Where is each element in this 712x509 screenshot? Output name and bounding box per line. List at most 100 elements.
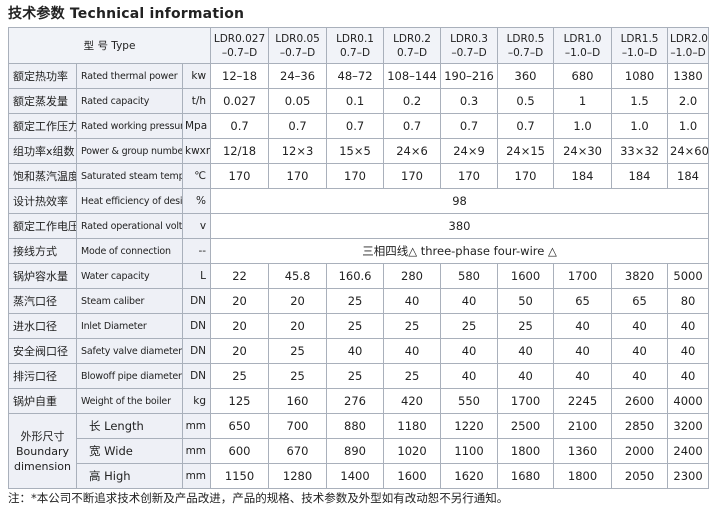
- spec-row: 接线方式 Mode of connection -- 三相四线△ three-phas…: [8, 238, 710, 264]
- label-en: Saturated steam temperature: [76, 163, 183, 189]
- value-cell: 24×15: [497, 138, 555, 164]
- value-cell: 25: [326, 313, 385, 339]
- value-cell: 25: [326, 363, 385, 389]
- value-cell: 1.5: [611, 88, 669, 114]
- unit: kwxn: [181, 138, 212, 164]
- label-en: Blowoff pipe diameter: [76, 363, 183, 389]
- value-cell: 2050: [611, 463, 669, 489]
- model-name: LDR1.0 –1.0–D: [553, 27, 613, 64]
- dimension-row: 高 High mm 1150 1280 1400 1600 1620 1680 1800 2050…: [9, 463, 710, 489]
- model-name: LDR0.05 –0.7–D: [268, 27, 328, 64]
- value-cell: 184: [553, 163, 613, 189]
- label-cn: 排污口径: [8, 363, 77, 389]
- value-cell: 1.0: [611, 113, 669, 139]
- label-en: Mode of connection: [76, 238, 183, 264]
- value-cell: 40: [553, 363, 613, 389]
- unit: DN: [181, 288, 212, 314]
- value-cell: 40: [440, 288, 499, 314]
- label-cn: 进水口径: [8, 313, 77, 339]
- value-cell: 25: [268, 363, 328, 389]
- value-cell: 1400: [326, 463, 385, 489]
- value-cell: 1280: [268, 463, 328, 489]
- label-en: Power & group number: [76, 138, 183, 164]
- value-cell: 170: [497, 163, 555, 189]
- header-row: 型 号 Type LDR0.027 –0.7–D LDR0.05 –0.7–D LDR…: [7, 27, 710, 64]
- value-cell: 24–36: [268, 63, 328, 89]
- value-cell: 15×5: [326, 138, 385, 164]
- value-cell: 0.7: [383, 113, 442, 139]
- label-cn: 额定蒸发量: [8, 88, 77, 114]
- dimension-label: 宽 Wide: [76, 438, 183, 464]
- spec-row: 额定蒸发量 Rated capacity t/h 0.027 0.05 0.1 0.2 0.3…: [8, 88, 710, 114]
- value-cell: 650: [210, 413, 270, 439]
- value-cell: 1: [553, 88, 613, 114]
- value-cell: 20: [268, 313, 328, 339]
- value-cell: 1100: [440, 438, 499, 464]
- label-cn: 组功率x组数: [8, 138, 77, 164]
- label-en: Rated thermal power: [76, 63, 183, 89]
- unit: ℃: [181, 163, 212, 189]
- value-cell: 98: [210, 188, 710, 214]
- value-cell: 2245: [553, 388, 613, 414]
- label-cn: 锅炉容水量: [8, 263, 77, 289]
- value-cell: 0.7: [268, 113, 328, 139]
- value-cell: 2.0: [667, 88, 710, 114]
- value-cell: 125: [210, 388, 270, 414]
- spec-row: 额定热功率 Rated thermal power kw 12–18 24–36 48–7…: [8, 63, 710, 89]
- value-cell: 24×6: [383, 138, 442, 164]
- label-en: Rated working pressure: [76, 113, 183, 139]
- value-cell: 12/18: [210, 138, 270, 164]
- value-cell: 2000: [611, 438, 669, 464]
- label-en: Rated operational voltage: [76, 213, 183, 239]
- type-label: 型 号 Type: [7, 27, 212, 64]
- value-cell: 24×60: [667, 138, 710, 164]
- label-cn: 额定工作压力: [8, 113, 77, 139]
- value-cell: 65: [553, 288, 613, 314]
- value-cell: 0.2: [383, 88, 442, 114]
- value-cell: 12×3: [268, 138, 328, 164]
- spec-row: 锅炉自重 Weight of the boiler kg 125 160 276 420 55…: [8, 388, 710, 414]
- model-name: LDR0.2 0.7–D: [383, 27, 442, 64]
- value-cell: 5000: [667, 263, 710, 289]
- value-cell: 1080: [611, 63, 669, 89]
- value-cell: 33×32: [611, 138, 669, 164]
- model-name: LDR0.027 –0.7–D: [210, 27, 270, 64]
- value-cell: 0.7: [497, 113, 555, 139]
- value-cell: 1680: [497, 463, 555, 489]
- value-cell: 4000: [667, 388, 710, 414]
- dimension-group: 外形尺寸 Boundary dimension: [8, 413, 77, 489]
- unit: DN: [181, 313, 212, 339]
- value-cell: 380: [210, 213, 710, 239]
- value-cell: 580: [440, 263, 499, 289]
- label-cn: 饱和蒸汽温度: [8, 163, 77, 189]
- value-cell: 0.05: [268, 88, 328, 114]
- unit: kg: [181, 388, 212, 414]
- value-cell: 2400: [667, 438, 710, 464]
- value-cell: 160.6: [326, 263, 385, 289]
- value-cell: 0.7: [440, 113, 499, 139]
- value-cell: 0.1: [326, 88, 385, 114]
- label-cn: 额定工作电压: [8, 213, 77, 239]
- dimension-row: 外形尺寸 Boundary dimension 长 Length mm 650 700 88…: [8, 413, 710, 489]
- label-cn: 设计热效率: [8, 188, 77, 214]
- value-cell: 280: [383, 263, 442, 289]
- value-cell: 40: [383, 338, 442, 364]
- spec-row: 组功率x组数 Power & group number kwxn 12/18 12×3 1…: [8, 138, 710, 164]
- dimension-label: 高 High: [76, 463, 183, 489]
- value-cell: 40: [611, 338, 669, 364]
- spec-table: 型 号 Type LDR0.027 –0.7–D LDR0.05 –0.7–D LDR…: [7, 27, 710, 489]
- unit: --: [181, 238, 212, 264]
- value-cell: 40: [553, 338, 613, 364]
- unit: DN: [181, 338, 212, 364]
- spec-row: 进水口径 Inlet Diameter DN 20 20 25 25 25 25 40 40 40: [8, 313, 710, 339]
- unit: Mpa: [181, 113, 212, 139]
- value-cell: 40: [667, 363, 710, 389]
- group-en: Boundary dimension: [14, 444, 71, 473]
- value-cell: 2500: [497, 413, 555, 439]
- value-cell: 1150: [210, 463, 270, 489]
- value-cell: 1.0: [553, 113, 613, 139]
- label-en: Water capacity: [76, 263, 183, 289]
- value-cell: 0.3: [440, 88, 499, 114]
